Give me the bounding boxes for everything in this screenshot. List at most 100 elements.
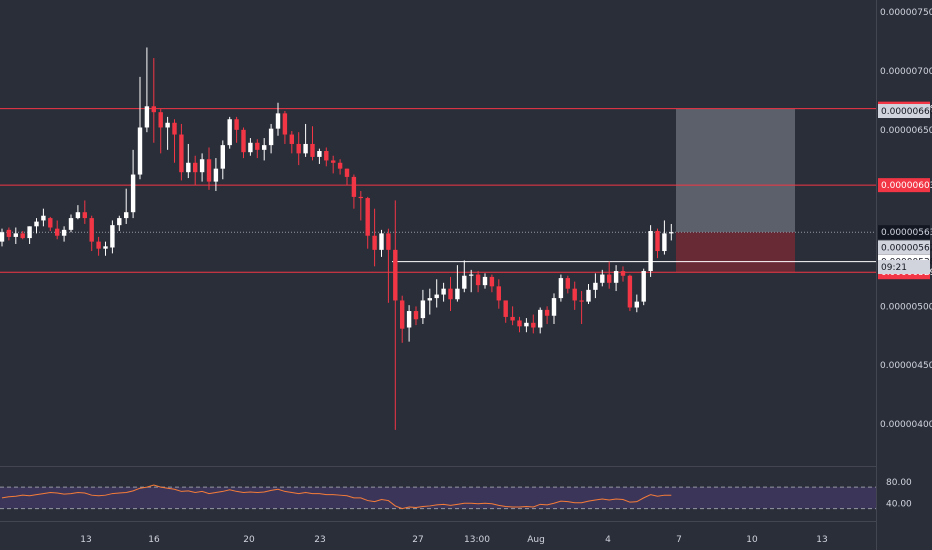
time-axis[interactable]: 13 16 20 23 27 13:00 Aug 4 7 10 13 [80, 535, 827, 545]
candle-body [427, 298, 432, 301]
candle-body [144, 106, 150, 128]
candle [275, 102, 281, 136]
candle-body [531, 322, 536, 328]
candle [255, 139, 260, 159]
position-zones[interactable] [676, 108, 795, 273]
candle [448, 276, 453, 312]
candle [20, 231, 25, 240]
candle-body [413, 311, 419, 320]
price-tag: 0.00000562 [878, 240, 932, 255]
candle [110, 220, 115, 254]
profit-zone[interactable] [676, 108, 795, 233]
candle [213, 158, 219, 192]
candle-body [331, 160, 336, 163]
candle-body [669, 232, 674, 234]
candle-body [55, 228, 60, 236]
candle-body [441, 288, 446, 295]
candle [193, 155, 198, 186]
candle-body [137, 127, 143, 175]
candle-body [117, 218, 122, 226]
candle [268, 123, 274, 154]
candle-body [613, 271, 619, 283]
candle-body [538, 309, 543, 328]
candle [406, 305, 412, 342]
rsi-tick-label: 80.00 [886, 478, 912, 488]
stop-loss-zone[interactable] [676, 232, 795, 273]
candle [34, 218, 39, 234]
candle [248, 138, 253, 156]
candle-body [544, 309, 550, 316]
candle [337, 159, 343, 175]
candle [220, 140, 225, 180]
candle-body [551, 298, 557, 316]
candle-body [475, 274, 481, 286]
candle-body [510, 316, 515, 321]
candle-body [434, 294, 439, 299]
price-tag-box [878, 260, 930, 274]
candle [538, 307, 543, 334]
rsi-indicator [0, 484, 876, 510]
time-tick-label: 16 [148, 535, 160, 545]
candle-body [241, 129, 246, 153]
candle-body [351, 176, 357, 197]
price-tag-label: 0.00000562 [881, 243, 932, 253]
candle-body [365, 198, 370, 236]
candle-body [6, 229, 12, 237]
candle-body [193, 162, 198, 173]
candle-body [420, 300, 426, 319]
price-tag: 0.00000603 [878, 178, 932, 193]
candle-body [593, 282, 598, 290]
rsi-tick-label: 40.00 [886, 499, 912, 509]
rsi-band-fill [0, 487, 876, 509]
candle-body [462, 275, 467, 289]
candle-body [524, 322, 529, 327]
candle [351, 174, 357, 209]
candle-body [151, 106, 156, 113]
candle-body [607, 274, 612, 283]
candle [648, 225, 653, 277]
time-tick-label: Aug [527, 535, 545, 545]
candle [482, 273, 488, 289]
candle [393, 200, 398, 430]
candle [469, 269, 474, 293]
candle-body [248, 142, 253, 153]
time-tick-label: 23 [314, 535, 325, 545]
candle [144, 47, 150, 133]
candle [544, 306, 550, 324]
price-tick-label: 0.00000700 [880, 67, 932, 77]
candle [586, 283, 591, 304]
candle [565, 275, 570, 294]
candle-body [103, 246, 108, 249]
candle [462, 260, 467, 293]
rsi-axis[interactable]: 80.00 40.00 [886, 478, 912, 510]
candle-body [41, 215, 46, 221]
candle-body [662, 233, 667, 252]
candle-body [255, 142, 260, 150]
candle [524, 318, 529, 333]
candle-body [124, 212, 129, 219]
candle-body [234, 119, 239, 130]
price-tag: 09:21 [878, 260, 930, 274]
price-axis[interactable]: 0.00000750 0.00000700 0.00000650 0.00000500… [880, 8, 932, 430]
candle [137, 76, 143, 180]
candle-body [186, 162, 191, 173]
time-tick-label: 10 [746, 535, 758, 545]
candle [124, 188, 129, 224]
price-tag: 0.00000666 [878, 104, 932, 119]
candle-body [655, 231, 660, 252]
candle-body [199, 159, 205, 173]
candle-body [34, 221, 39, 227]
candle [572, 281, 577, 310]
candle-body [406, 311, 412, 328]
candle-body [27, 226, 32, 239]
time-tick-label: 7 [676, 535, 682, 545]
candle [282, 111, 288, 144]
candle [6, 227, 12, 241]
candle-body [220, 145, 225, 169]
candle [317, 148, 322, 164]
candle [296, 132, 301, 166]
price-tag-box [878, 225, 930, 240]
price-tags: 0.000006680.000006030.000005290.00000538… [878, 101, 932, 280]
candle-body [648, 231, 653, 272]
